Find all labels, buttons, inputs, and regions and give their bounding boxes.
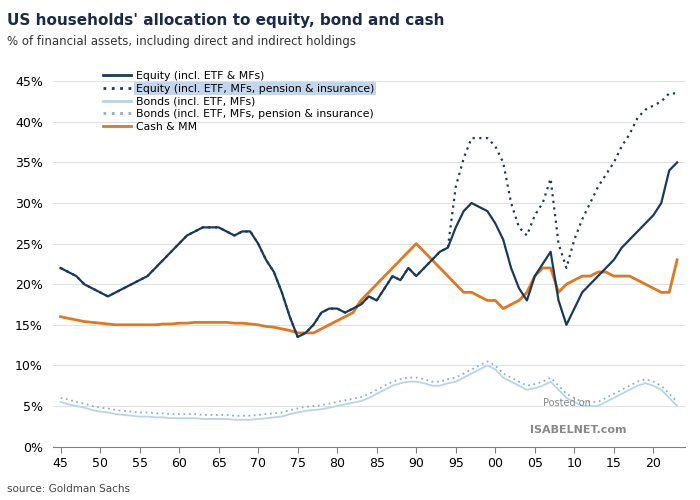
Legend: Equity (incl. ETF & MFs), Equity (incl. ETF, MFs, pension & insurance), Bonds (i: Equity (incl. ETF & MFs), Equity (incl. … [99,66,379,136]
Text: US households' allocation to equity, bond and cash: US households' allocation to equity, bon… [7,12,444,28]
Text: source: Goldman Sachs: source: Goldman Sachs [7,484,130,494]
Text: ISABELNET.com: ISABELNET.com [530,425,626,435]
Text: % of financial assets, including direct and indirect holdings: % of financial assets, including direct … [7,35,356,48]
Text: Posted on: Posted on [542,398,591,408]
